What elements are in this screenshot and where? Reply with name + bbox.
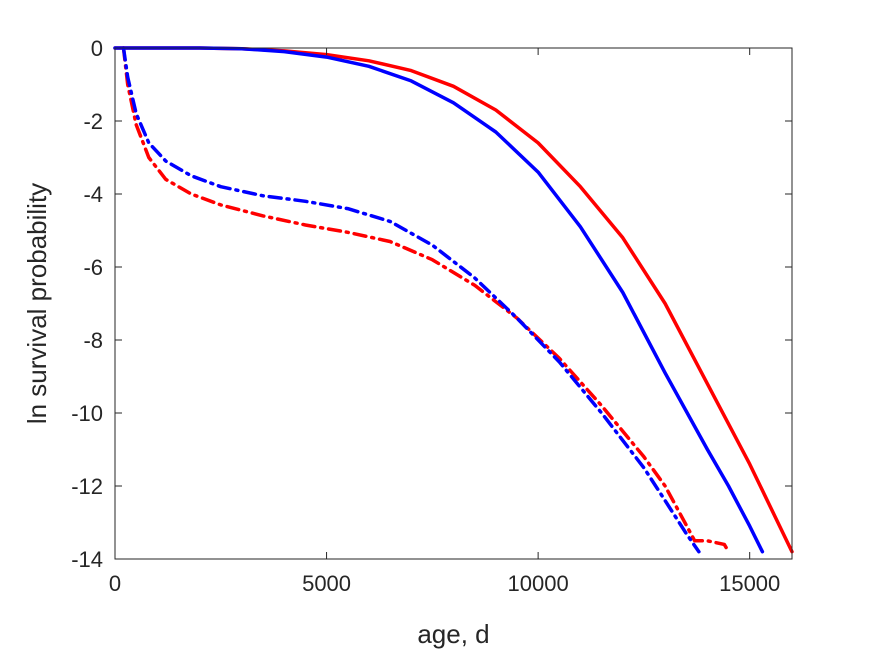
plot-area-border (114, 47, 793, 560)
x-axis-label: age, d (417, 619, 489, 649)
series-line-4 (121, 46, 701, 554)
y-tick-label: -4 (83, 182, 103, 207)
y-tick-label: -10 (71, 401, 103, 426)
y-tick-label: -8 (83, 328, 103, 353)
series-line-3 (121, 46, 731, 554)
y-tick-label: -14 (71, 547, 103, 572)
x-tick-label: 10000 (508, 571, 569, 596)
x-tick-label: 15000 (719, 571, 780, 596)
tick-layer: 0 5000 10000 15000 0 -2 -4 -6 -8 -10 -12 -14 (71, 36, 792, 596)
y-tick-label: -2 (83, 109, 103, 134)
y-tick-label: -12 (71, 474, 103, 499)
y-tick-label: 0 (91, 36, 103, 61)
x-tick-label: 5000 (302, 571, 351, 596)
y-tick-label: -6 (83, 255, 103, 280)
x-tick-label: 0 (109, 571, 121, 596)
series-line-2 (113, 46, 765, 554)
y-axis-label: ln survival probability (22, 183, 52, 424)
